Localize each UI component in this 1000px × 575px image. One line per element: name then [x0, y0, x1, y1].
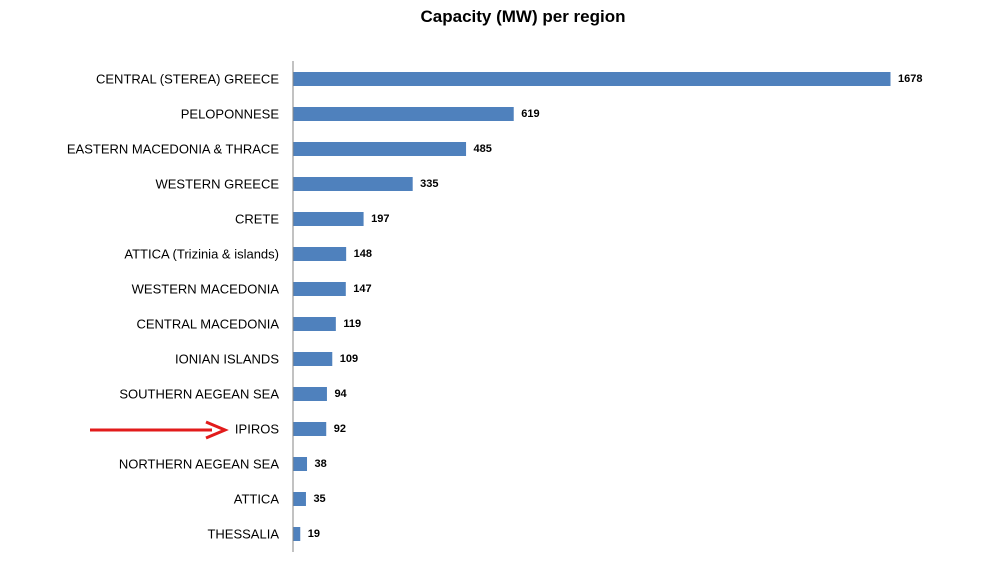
bar-ionian-islands: [293, 352, 333, 366]
value-label-ionian-islands: 109: [340, 353, 358, 365]
bar-series: [293, 72, 891, 541]
category-label-ionian-islands: IONIAN ISLANDS: [175, 352, 279, 367]
category-label-western-macedonia: WESTERN MACEDONIA: [132, 282, 280, 297]
category-label-eastern-macedonia-thrace: EASTERN MACEDONIA & THRACE: [67, 142, 279, 157]
data-labels: 1678 619 485 335 197 148 147 119 109 94 92 38 35 19: [308, 73, 923, 540]
value-label-crete: 197: [371, 213, 389, 225]
category-label-peloponnese: PELOPONNESE: [181, 107, 280, 122]
value-label-peloponnese: 619: [521, 108, 539, 120]
value-label-central-macedonia: 119: [343, 318, 361, 330]
bar-peloponnese: [293, 107, 514, 121]
annotation-arrow-head-icon: [205, 420, 229, 440]
value-label-northern-aegean-sea: 38: [315, 458, 327, 470]
bar-western-macedonia: [293, 282, 346, 296]
bar-central-macedonia: [293, 317, 336, 331]
bar-ipiros: [293, 422, 327, 436]
bar-crete: [293, 212, 364, 226]
value-label-southern-aegean-sea: 94: [334, 388, 347, 400]
category-label-southern-aegean-sea: SOUTHERN AEGEAN SEA: [119, 387, 279, 402]
bar-attica-trizinia-islands: [293, 247, 347, 261]
bar-central-sterea-greece: [293, 72, 891, 86]
category-label-crete: CRETE: [235, 212, 279, 227]
annotation-layer: [90, 420, 229, 440]
category-label-central-sterea-greece: CENTRAL (STEREA) GREECE: [96, 72, 279, 87]
value-label-thessalia: 19: [308, 528, 320, 540]
bar-northern-aegean-sea: [293, 457, 308, 471]
category-labels: CENTRAL (STEREA) GREECE PELOPONNESE EASTER…: [67, 72, 279, 542]
value-label-ipiros: 92: [334, 423, 346, 435]
value-label-attica-trizinia-islands: 148: [354, 248, 372, 260]
bar-thessalia: [293, 527, 301, 541]
category-label-western-greece: WESTERN GREECE: [155, 177, 279, 192]
bar-western-greece: [293, 177, 413, 191]
category-label-northern-aegean-sea: NORTHERN AEGEAN SEA: [119, 457, 279, 472]
value-label-western-greece: 335: [420, 178, 438, 190]
bar-attica: [293, 492, 306, 506]
value-label-central-sterea-greece: 1678: [898, 73, 922, 85]
bar-southern-aegean-sea: [293, 387, 327, 401]
value-label-eastern-macedonia-thrace: 485: [474, 143, 492, 155]
category-label-central-macedonia: CENTRAL MACEDONIA: [136, 317, 279, 332]
chart-title: Capacity (MW) per region: [421, 7, 626, 26]
category-label-ipiros: IPIROS: [235, 422, 279, 437]
category-label-attica: ATTICA: [234, 492, 280, 507]
value-label-western-macedonia: 147: [353, 283, 371, 295]
category-label-thessalia: THESSALIA: [207, 527, 279, 542]
bar-eastern-macedonia-thrace: [293, 142, 467, 156]
category-label-attica-trizinia-islands: ATTICA (Trizinia & islands): [124, 247, 279, 262]
value-label-attica: 35: [313, 493, 325, 505]
